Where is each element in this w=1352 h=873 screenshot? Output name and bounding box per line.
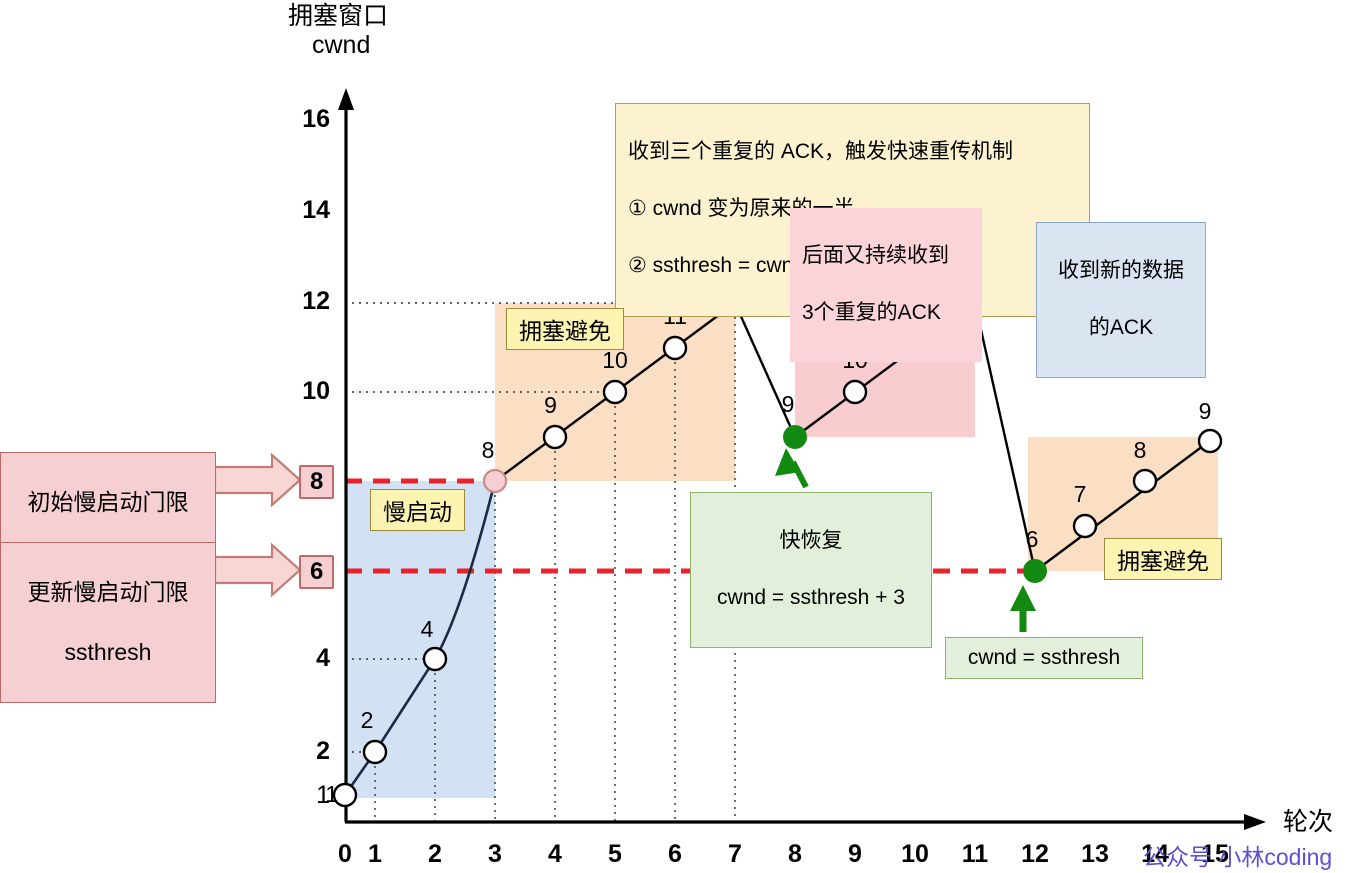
- callout-new-data-ack: 收到新的数据 的ACK: [1036, 222, 1206, 378]
- arrow-cwnd-eq-ssthresh: [1010, 585, 1036, 632]
- horizontal-guides: [345, 302, 735, 753]
- x-tick-6: 6: [668, 840, 682, 868]
- point-13: [1072, 513, 1098, 539]
- y-axis-arrowhead: [338, 88, 354, 110]
- label-updated-ssthresh-line2: ssthresh: [64, 638, 152, 665]
- x-tick-4: 4: [548, 840, 562, 868]
- point-0: [332, 782, 358, 808]
- curve-timeout-drop: [973, 302, 1037, 572]
- callout-cwnd-eq-ssthresh: cwnd = ssthresh: [945, 637, 1143, 680]
- point-label-4: 9: [544, 392, 557, 418]
- x-tick-2: 2: [428, 840, 442, 868]
- callout-dup-ack-again-line2: 3个重复的ACK: [802, 301, 941, 325]
- point-label-2: 4: [420, 616, 434, 642]
- point-label-0: 1: [325, 781, 338, 807]
- y-tick-2: 2: [316, 737, 330, 765]
- label-updated-ssthresh: 更新慢启动门限 ssthresh: [0, 542, 216, 704]
- x-tick-10: 10: [901, 840, 929, 868]
- x-tick-9: 9: [848, 840, 862, 868]
- x-tick-3: 3: [488, 840, 502, 868]
- watermark: 公众号 小林coding: [1143, 844, 1333, 870]
- y-tick-10: 10: [302, 377, 330, 405]
- block-arrow-initial-ssthresh: [213, 452, 302, 508]
- block-arrow-updated-ssthresh: [213, 542, 302, 598]
- point-label-1: 2: [360, 707, 374, 733]
- x-tick-0: 0: [338, 840, 352, 868]
- y-tick-14: 14: [302, 196, 330, 224]
- x-axis-title: 轮次: [1283, 808, 1334, 836]
- x-tick-14: 14: [1141, 840, 1169, 868]
- point-14: [1132, 468, 1158, 494]
- point-5: [602, 379, 628, 405]
- curve-fast-retransmit-drop: [733, 302, 797, 438]
- callout-fast-retransmit-line1: 收到三个重复的 ACK，触发快速重传机制: [628, 140, 1014, 164]
- phase-tag-congestion-avoidance-1: 拥塞避免: [506, 308, 624, 350]
- point-label-12: 6: [1025, 526, 1039, 552]
- callout-new-data-ack-line1: 收到新的数据: [1058, 259, 1184, 283]
- point-4: [542, 424, 568, 450]
- point-8-fast-recovery-start: [783, 425, 807, 449]
- callout-dup-ack-again: 后面又持续收到 3个重复的ACK: [790, 208, 982, 362]
- phase-tag-slow-start: 慢启动: [370, 489, 465, 531]
- data-point-markers: [332, 291, 1223, 808]
- y-tick-4: 4: [316, 644, 330, 672]
- x-tick-5: 5: [608, 840, 622, 868]
- callout-fast-recovery-line2: cwnd = ssthresh + 3: [717, 586, 905, 610]
- arrow-fast-recovery: [775, 448, 809, 489]
- callout-dup-ack-again-line1: 后面又持续收到: [802, 244, 949, 268]
- label-initial-ssthresh-line1: 初始慢启动门限: [27, 488, 189, 515]
- curve-congestion-avoidance-2: [1034, 436, 1216, 572]
- label-updated-ssthresh-line1: 更新慢启动门限: [27, 578, 189, 605]
- point-label-8: 9: [781, 391, 795, 417]
- point-6: [662, 335, 688, 361]
- point-label-5: 10: [602, 347, 628, 373]
- point-label-3: 8: [481, 437, 495, 463]
- point-12-cwnd-eq-ssthresh: [1023, 559, 1047, 583]
- x-tick-12: 12: [1021, 840, 1049, 868]
- phase-tag-congestion-avoidance-2: 拥塞避免: [1104, 538, 1222, 580]
- point-3-ssthresh-hit: [482, 468, 508, 494]
- y-tick-16: 16: [302, 105, 330, 133]
- callout-fast-recovery-line1: 快恢复: [779, 529, 843, 553]
- x-tick-8: 8: [788, 840, 802, 868]
- x-tick-1: 1: [368, 840, 382, 868]
- point-label-13: 7: [1073, 481, 1087, 507]
- callout-new-data-ack-line2: 的ACK: [1088, 316, 1154, 340]
- y-axis-title: 拥塞窗口 cwnd: [288, 2, 388, 60]
- x-tick-11: 11: [961, 840, 989, 868]
- point-label-14: 8: [1133, 437, 1147, 463]
- x-tick-15: 15: [1201, 840, 1229, 868]
- y-tick-12: 12: [302, 287, 330, 315]
- point-9: [842, 379, 868, 405]
- y-tick-8-boxed: 8: [299, 465, 335, 499]
- point-2: [422, 646, 448, 672]
- y-axis-title-line1: 拥塞窗口: [288, 2, 389, 30]
- x-tick-7: 7: [728, 840, 742, 868]
- point-15: [1197, 428, 1223, 454]
- x-axis-arrowhead: [1244, 814, 1266, 830]
- callout-fast-recovery: 快恢复 cwnd = ssthresh + 3: [690, 492, 932, 648]
- y-tick-1: 1: [316, 781, 330, 809]
- point-1: [362, 739, 388, 765]
- y-axis-title-line2: cwnd: [312, 30, 371, 59]
- y-tick-6-boxed: 6: [299, 555, 335, 589]
- x-tick-13: 13: [1081, 840, 1109, 868]
- point-label-15: 9: [1198, 398, 1212, 424]
